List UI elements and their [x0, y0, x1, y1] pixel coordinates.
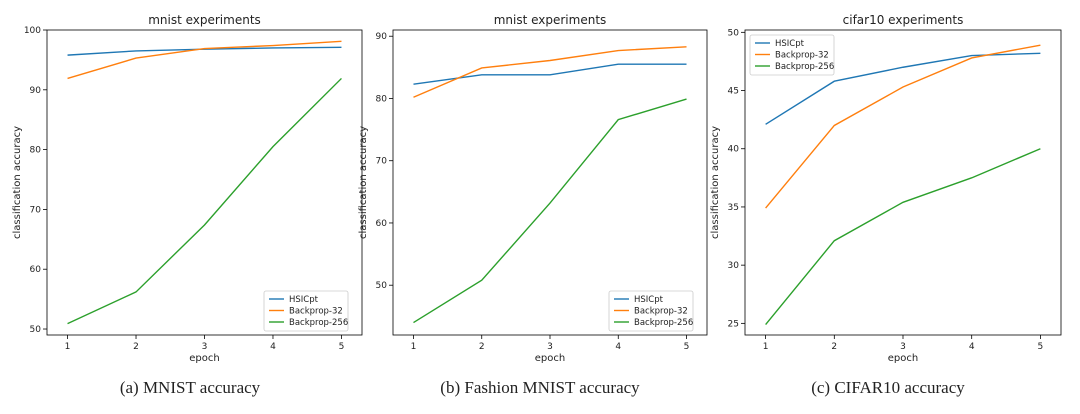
- y-tick-label: 70: [30, 205, 42, 215]
- legend-box: [749, 34, 835, 76]
- chart-title: cifar10 experiments: [843, 13, 964, 27]
- chart-panel-2: mnist experiments 1 2 3 4 5 50 60 70 80 90 epoch cla…: [358, 13, 708, 397]
- legend-label: Backprop-256: [775, 62, 834, 72]
- y-axis-label: classification accuracy: [358, 126, 369, 239]
- legend-label: Backprop-256: [289, 318, 348, 328]
- y-tick-label: 70: [376, 157, 388, 167]
- y-tick-label: 80: [376, 94, 388, 104]
- legend-label: HSICpt: [289, 295, 319, 305]
- legend-box: [608, 290, 694, 332]
- x-tick-label: 5: [339, 342, 345, 352]
- y-tick-label: 100: [24, 26, 41, 36]
- chart-title: mnist experiments: [148, 13, 261, 27]
- series-line-backprop-256: [67, 77, 342, 325]
- y-tick-label: 50: [376, 281, 388, 291]
- figure-caption: (c) CIFAR10 accuracy: [811, 378, 965, 397]
- chart-title: mnist experiments: [494, 13, 607, 27]
- x-axis-label: epoch: [189, 353, 219, 364]
- y-tick-label: 30: [728, 261, 740, 271]
- y-axis-label: classification accuracy: [710, 126, 721, 239]
- x-tick-label: 4: [615, 342, 621, 352]
- y-tick-label: 90: [376, 32, 388, 42]
- series-line-hsicpt: [413, 63, 687, 85]
- y-tick-label: 40: [728, 145, 740, 155]
- x-tick-label: 3: [202, 342, 208, 352]
- chart-panel-1: mnist experiments 1 2 3 4 5 50 60 70 80 90 100 epoch…: [12, 13, 363, 397]
- x-tick-label: 2: [479, 342, 485, 352]
- legend-box: [263, 290, 349, 332]
- y-tick-label: 45: [728, 87, 739, 97]
- figure-caption: (b) Fashion MNIST accuracy: [440, 378, 640, 397]
- y-axis-label: classification accuracy: [12, 126, 23, 239]
- y-tick-label: 25: [728, 319, 739, 329]
- y-tick-label: 60: [30, 265, 42, 275]
- x-tick-label: 5: [684, 342, 690, 352]
- y-tick-label: 35: [728, 203, 739, 213]
- x-tick-label: 1: [411, 342, 417, 352]
- legend-label: Backprop-256: [634, 318, 693, 328]
- y-tick-label: 60: [376, 219, 388, 229]
- x-tick-label: 2: [133, 342, 139, 352]
- plot-frame: [46, 29, 363, 336]
- legend-label: Backprop-32: [634, 307, 688, 317]
- x-tick-label: 2: [831, 342, 837, 352]
- x-tick-label: 4: [969, 342, 975, 352]
- legend-label: Backprop-32: [289, 307, 343, 317]
- series-line-backprop-32: [67, 40, 342, 80]
- x-tick-label: 1: [65, 342, 71, 352]
- x-tick-label: 3: [900, 342, 906, 352]
- y-tick-label: 50: [30, 325, 42, 335]
- x-tick-label: 3: [547, 342, 553, 352]
- figure-caption: (a) MNIST accuracy: [120, 378, 261, 397]
- legend-label: Backprop-32: [775, 51, 829, 61]
- y-tick-label: 90: [30, 86, 42, 96]
- series-line-backprop-256: [413, 98, 687, 324]
- series-line-backprop-32: [765, 44, 1041, 209]
- legend-label: HSICpt: [775, 39, 805, 49]
- y-tick-label: 80: [30, 146, 42, 156]
- x-tick-label: 1: [763, 342, 769, 352]
- plot-frame: [392, 29, 708, 336]
- series-line-backprop-32: [413, 46, 687, 98]
- x-tick-label: 5: [1038, 342, 1044, 352]
- series-line-hsicpt: [765, 52, 1041, 125]
- plot-frame: [744, 29, 1062, 336]
- legend-label: HSICpt: [634, 295, 664, 305]
- x-tick-label: 4: [270, 342, 276, 352]
- x-axis-label: epoch: [535, 353, 565, 364]
- y-tick-label: 50: [728, 28, 740, 38]
- series-line-backprop-256: [765, 148, 1041, 325]
- x-axis-label: epoch: [888, 353, 918, 364]
